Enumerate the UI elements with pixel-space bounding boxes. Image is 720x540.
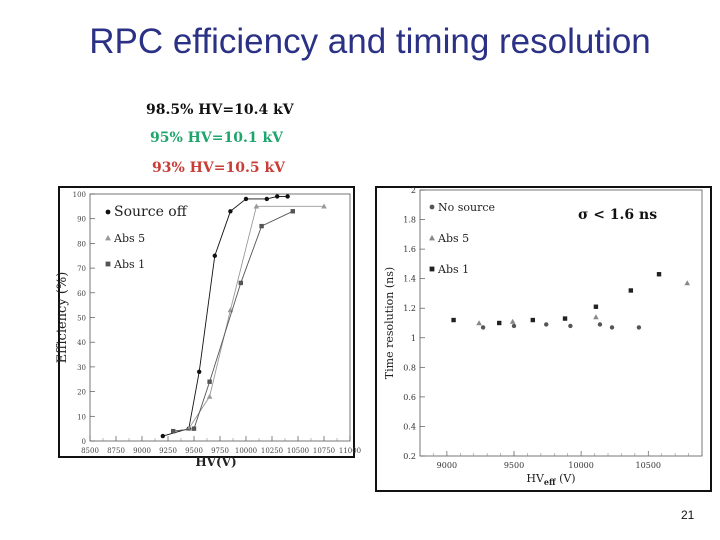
chart1-y-tick-label: 10 — [77, 413, 86, 421]
chart2-y-tick-label: 0.6 — [403, 393, 416, 402]
chart1-data-point — [171, 428, 176, 434]
chart1-data-point — [228, 209, 233, 214]
efficiency-note-1: 98.5% HV=10.4 kV — [146, 102, 294, 118]
chart2-plot-area — [419, 189, 703, 457]
chart1-y-tick-label: 0 — [82, 438, 86, 446]
chart1-legend-marker — [105, 209, 111, 215]
chart1-x-tick-label: 9250 — [159, 447, 177, 455]
chart2-x-tick-label: 9000 — [437, 461, 457, 470]
chart1-data-point — [321, 203, 327, 209]
chart2-legend-marker — [429, 266, 435, 272]
chart2-legend-label: Abs 5 — [437, 232, 469, 245]
chart1-x-tick-label: 9500 — [185, 447, 203, 455]
chart2-data-point — [593, 314, 599, 320]
chart2-y-tick-label: 0.2 — [403, 452, 416, 461]
chart1-data-point — [206, 393, 213, 399]
chart2-data-point — [609, 325, 615, 330]
chart1-y-axis-label: Efficiency (%) — [55, 272, 70, 364]
chart1-x-tick-label: 10500 — [287, 447, 309, 455]
chart2-data-point — [476, 320, 482, 326]
slide-title: RPC efficiency and timing resolution — [89, 22, 651, 61]
chart2-x-tick-label: 9500 — [504, 461, 524, 470]
chart2-data-point — [568, 323, 573, 329]
chart1-x-tick-label: 10750 — [313, 447, 335, 455]
chart1-data-point — [207, 379, 212, 384]
chart1-x-tick-label: 9000 — [133, 447, 151, 455]
chart1-x-tick-label: 9750 — [211, 447, 229, 455]
chart2-data-point — [480, 325, 486, 330]
chart2-data-point — [451, 317, 456, 323]
chart1-data-point — [238, 280, 243, 286]
chart1-data-point — [253, 203, 260, 209]
chart2-y-tick-label: 1.8 — [403, 216, 416, 225]
chart1-data-point — [243, 196, 249, 202]
chart1-legend-label: Source off — [114, 204, 188, 220]
chart2-data-point — [636, 325, 642, 330]
chart1-background — [60, 188, 353, 456]
chart2-y-axis-label: Time resolution (ns) — [383, 267, 396, 379]
chart1-y-tick-label: 90 — [77, 216, 86, 224]
chart1-x-tick-label: 10250 — [261, 447, 283, 455]
page-number: 21 — [681, 508, 695, 522]
chart1-y-tick-label: 40 — [77, 339, 86, 347]
chart1-legend-marker — [105, 235, 111, 241]
chart2-data-point — [511, 323, 517, 329]
chart1-y-tick-label: 30 — [77, 364, 86, 372]
chart2-data-point — [509, 318, 516, 324]
chart1-legend-label: Abs 1 — [113, 258, 145, 271]
chart2-background — [377, 188, 710, 490]
efficiency-note-3: 93% HV=10.5 kV — [152, 160, 286, 176]
chart1-x-tick-label: 8750 — [107, 447, 125, 455]
chart2-data-point — [656, 272, 662, 277]
chart1-x-tick-label: 10000 — [235, 447, 257, 455]
chart2-y-tick-label: 1.4 — [403, 275, 416, 284]
chart1-x-tick-label: 11000 — [339, 447, 361, 455]
chart1-y-tick-label: 20 — [77, 389, 86, 397]
chart1-x-tick-label: 8500 — [81, 447, 99, 455]
chart1-data-point — [259, 223, 264, 229]
chart1-data-point — [264, 196, 269, 202]
chart1-legend-label: Abs 5 — [113, 232, 145, 245]
chart2-data-point — [593, 304, 599, 309]
chart2-data-point — [628, 288, 634, 293]
chart2-x-tick-label: 10500 — [636, 461, 661, 470]
chart2-legend-label: No source — [438, 201, 495, 214]
chart1-data-point — [212, 253, 217, 258]
chart2-data-point — [562, 316, 568, 321]
chart2-y-tick-label: 0.8 — [403, 363, 416, 372]
chart2-x-axis-label: HVeff (V) — [526, 472, 575, 487]
chart2-y-tick-label: 1.6 — [403, 245, 416, 254]
chart1-data-point — [197, 369, 202, 375]
chart1-data-point — [290, 209, 295, 214]
chart1-legend-marker — [105, 261, 111, 267]
chart1-y-tick-label: 80 — [77, 240, 86, 248]
chart2-legend-marker — [429, 235, 435, 241]
chart1-series-line-3 — [173, 210, 293, 432]
chart2-data-point — [497, 320, 502, 326]
chart1-y-tick-label: 50 — [77, 315, 86, 323]
chart2-y-tick-label: 1.2 — [403, 304, 416, 313]
chart2-y-tick-label: 2 — [411, 186, 416, 195]
chart1-y-tick-label: 70 — [77, 265, 86, 273]
chart2-data-point — [684, 280, 691, 286]
chart2-data-point — [530, 317, 535, 323]
chart2-legend-label: Abs 1 — [437, 263, 469, 276]
chart1-x-axis-label: HV(V) — [195, 455, 236, 469]
chart2-x-tick-label: 10000 — [568, 461, 593, 470]
chart2-data-point — [544, 322, 549, 327]
efficiency-note-2: 95% HV=10.1 kV — [150, 130, 284, 146]
chart1-data-point — [275, 194, 280, 199]
chart2-y-tick-label: 1 — [411, 334, 416, 343]
chart1-data-point — [191, 426, 197, 431]
chart2-data-point — [597, 322, 603, 327]
chart2-y-tick-label: 0.4 — [403, 422, 416, 431]
chart1-y-tick-label: 100 — [73, 191, 86, 199]
chart2-legend-marker — [429, 204, 435, 210]
chart1-data-point — [285, 194, 290, 199]
chart1-data-point — [160, 433, 165, 439]
chart2-annotation: σ < 1.6 ns — [578, 207, 657, 223]
chart1-y-tick-label: 60 — [77, 290, 86, 298]
